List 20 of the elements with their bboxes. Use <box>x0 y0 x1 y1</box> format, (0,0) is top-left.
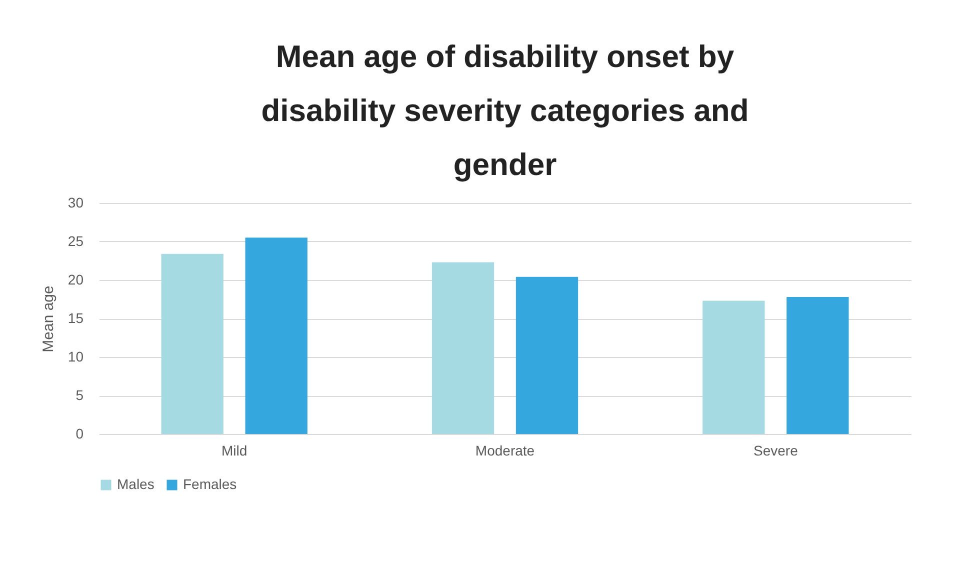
bar <box>245 238 308 434</box>
y-tick-label: 15 <box>68 310 84 326</box>
y-tick-label: 10 <box>68 348 84 364</box>
y-tick-label: 5 <box>76 387 84 403</box>
bar <box>786 296 849 434</box>
bar <box>702 300 765 434</box>
y-tick-label: 20 <box>68 272 84 288</box>
chart-title: Mean age of disability onset by disability severity categories and gender <box>261 39 749 182</box>
x-tick-label: Moderate <box>475 442 535 458</box>
legend-label: Females <box>183 476 237 492</box>
bar <box>161 254 224 434</box>
y-axis-title: Mean age <box>40 286 57 352</box>
x-tick-label: Severe <box>753 442 798 458</box>
bar <box>432 262 494 434</box>
x-tick-label: Mild <box>221 442 248 458</box>
y-tick-label: 30 <box>68 194 84 210</box>
y-tick-label: 0 <box>76 426 84 442</box>
y-tick-label: 25 <box>68 233 84 249</box>
legend-label: Males <box>117 476 154 492</box>
bar <box>516 276 578 434</box>
